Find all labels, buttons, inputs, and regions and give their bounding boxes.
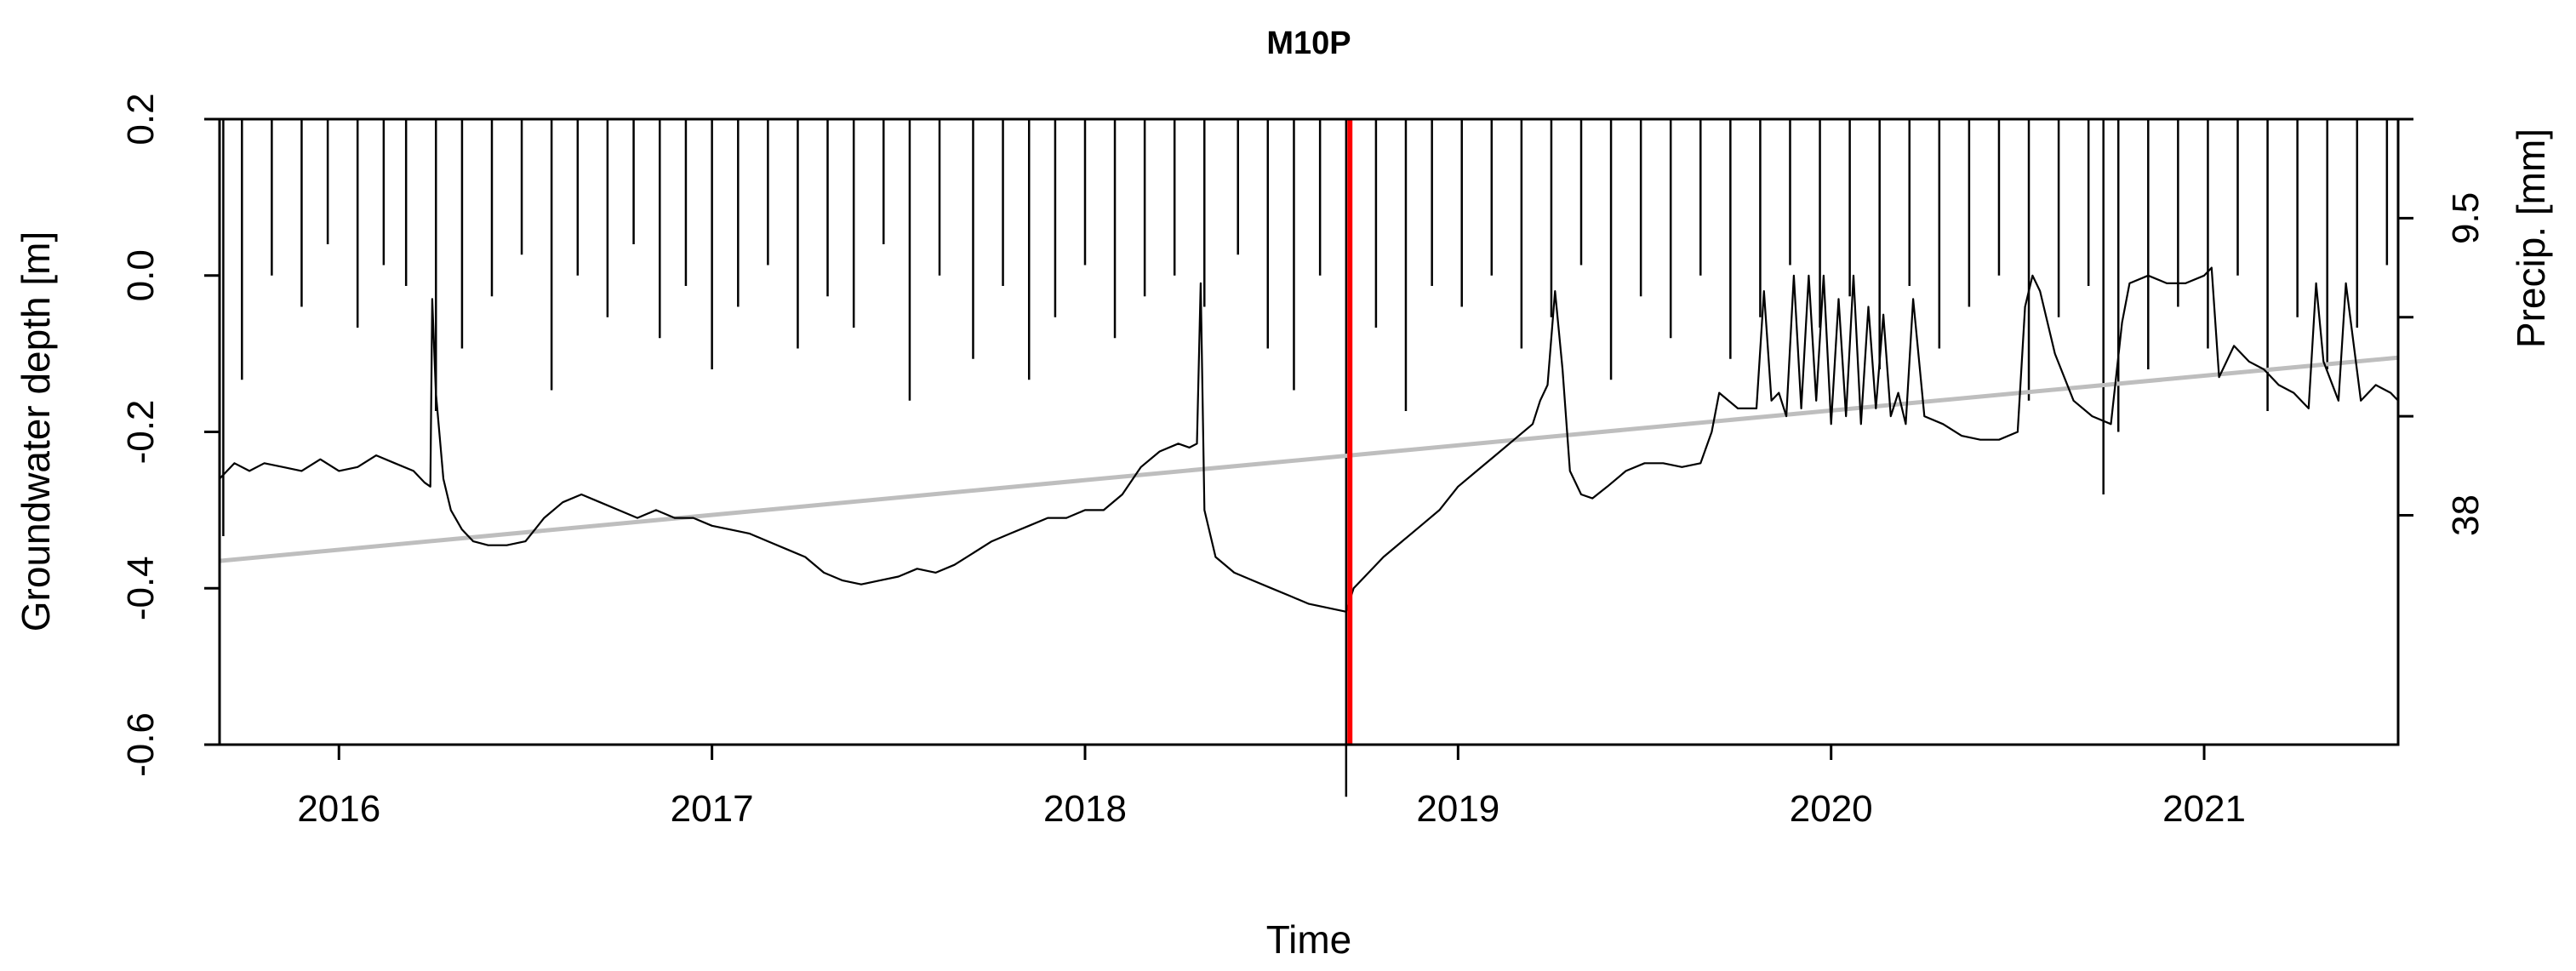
- plot-frame: [218, 117, 2400, 746]
- trend-line: [219, 355, 2399, 563]
- x-axis-label: Time: [1266, 917, 1352, 962]
- x-tick-label: 2019: [1416, 788, 1499, 830]
- y-tick-label: 0.0: [120, 249, 162, 301]
- y-tick-label: -0.6: [120, 712, 162, 777]
- y-tick-label: -0.4: [120, 556, 162, 620]
- y2-tick-label: 9.5: [2445, 192, 2487, 244]
- x-tick-label: 2016: [297, 788, 380, 830]
- y2-tick-label: 38: [2445, 494, 2487, 536]
- x-axis: 2016 2017 2018 2019 2020 2021: [297, 745, 2246, 830]
- y2-axis: 9.5 38: [2396, 117, 2487, 536]
- y-axis-label: Groundwater depth [m]: [14, 231, 58, 631]
- chart-title: M10P: [1266, 26, 1351, 61]
- x-tick-label: 2020: [1790, 788, 1873, 830]
- groundwater-series-line: [219, 266, 2399, 613]
- y-tick-label: 0.2: [120, 93, 162, 145]
- precip-bars: [222, 119, 2389, 797]
- x-tick-label: 2018: [1043, 788, 1127, 830]
- x-tick-label: 2017: [671, 788, 754, 830]
- y-axis: -0.6 -0.4 -0.2 0.0 0.2: [120, 93, 220, 777]
- y2-axis-label: Precip. [mm]: [2509, 129, 2553, 348]
- y-tick-label: -0.2: [120, 400, 162, 465]
- x-tick-label: 2021: [2162, 788, 2246, 830]
